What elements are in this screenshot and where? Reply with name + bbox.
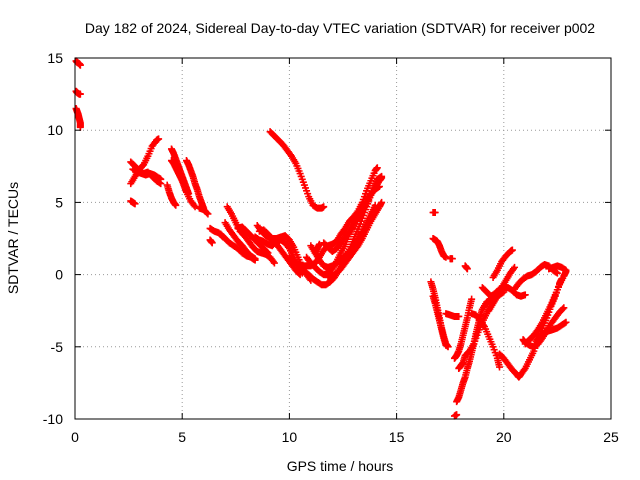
- series-14: [206, 236, 216, 247]
- data-point: [269, 258, 277, 266]
- data-point: [455, 312, 463, 320]
- data-point: [190, 201, 198, 209]
- data-point: [131, 200, 139, 208]
- data-point: [378, 198, 386, 206]
- data-point: [155, 135, 163, 143]
- data-point: [463, 265, 471, 273]
- plot-frame: [74, 57, 612, 420]
- data-point: [496, 363, 504, 371]
- data-point: [560, 304, 568, 312]
- series-20: [253, 222, 304, 279]
- data-point: [521, 291, 529, 299]
- data-point: [320, 203, 328, 211]
- series-3: [72, 105, 84, 131]
- data-point: [442, 341, 450, 349]
- series-41: [468, 310, 504, 371]
- y-tick-label: -5: [51, 339, 64, 355]
- series-7: [127, 158, 165, 188]
- series-1: [72, 57, 84, 69]
- data-point: [453, 411, 461, 419]
- series-11: [182, 157, 208, 212]
- data-point: [264, 249, 272, 257]
- axis-ticks: 0 5 10 15 20 25 -10 -5 0 5 10 15: [43, 50, 619, 445]
- data-point: [311, 249, 319, 257]
- series-31: [429, 235, 450, 261]
- series-10: [167, 157, 199, 211]
- series-32: [446, 255, 456, 263]
- data-point: [520, 366, 528, 374]
- data-markers: [72, 57, 570, 420]
- x-tick-label: 15: [389, 429, 405, 445]
- series-38: [450, 411, 461, 420]
- data-point: [76, 123, 84, 131]
- y-tick-label: 0: [55, 267, 63, 283]
- series-50: [521, 268, 570, 348]
- series-30: [429, 209, 439, 217]
- chart-title: Day 182 of 2024, Sidereal Day-to-day VTE…: [85, 20, 595, 36]
- x-axis-title: GPS time / hours: [287, 458, 394, 474]
- series-6: [127, 197, 139, 208]
- series-28: [320, 174, 386, 255]
- data-point: [508, 246, 516, 254]
- data-point: [204, 210, 212, 218]
- data-point: [270, 259, 278, 267]
- x-tick-label: 10: [282, 429, 298, 445]
- y-axis-title: SDTVAR / TECUs: [5, 182, 21, 294]
- series-22: [266, 128, 328, 212]
- series-27: [324, 198, 386, 281]
- series-45: [485, 263, 519, 315]
- data-point: [251, 255, 259, 263]
- x-tick-label: 20: [496, 429, 512, 445]
- data-point: [448, 255, 456, 263]
- data-point: [431, 209, 439, 217]
- data-point: [172, 201, 180, 209]
- grid: [75, 58, 611, 419]
- data-point: [263, 248, 271, 256]
- data-point: [208, 239, 216, 247]
- data-point: [296, 271, 304, 279]
- data-point: [509, 265, 517, 273]
- data-point: [191, 203, 199, 211]
- data-point: [553, 269, 561, 277]
- data-point: [562, 268, 570, 276]
- data-point: [562, 318, 570, 326]
- data-point: [511, 263, 519, 271]
- series-21: [234, 223, 272, 257]
- x-tick-label: 0: [71, 429, 79, 445]
- data-point: [442, 253, 450, 261]
- data-point: [468, 295, 476, 303]
- series-44: [489, 246, 516, 281]
- y-tick-label: 10: [47, 122, 63, 138]
- series-34: [429, 292, 450, 349]
- data-point: [378, 174, 386, 182]
- data-point: [157, 180, 165, 188]
- data-point: [76, 61, 84, 69]
- data-point: [373, 164, 381, 172]
- series-29: [311, 240, 323, 257]
- series-8: [163, 181, 180, 209]
- y-tick-label: 5: [55, 194, 63, 210]
- data-point: [76, 90, 84, 98]
- series-2: [72, 87, 84, 98]
- series-16: [221, 219, 259, 263]
- y-tick-label: -10: [43, 411, 63, 427]
- series-15: [217, 230, 259, 264]
- series-12: [195, 204, 212, 218]
- series-36: [461, 262, 471, 273]
- data-point: [559, 305, 567, 313]
- data-point: [295, 270, 303, 278]
- x-tick-label: 5: [178, 429, 186, 445]
- series-35: [442, 310, 463, 320]
- series-47: [532, 318, 570, 345]
- data-point: [479, 321, 487, 329]
- data-point: [203, 209, 211, 217]
- x-tick-label: 25: [603, 429, 619, 445]
- y-tick-label: 15: [47, 50, 63, 66]
